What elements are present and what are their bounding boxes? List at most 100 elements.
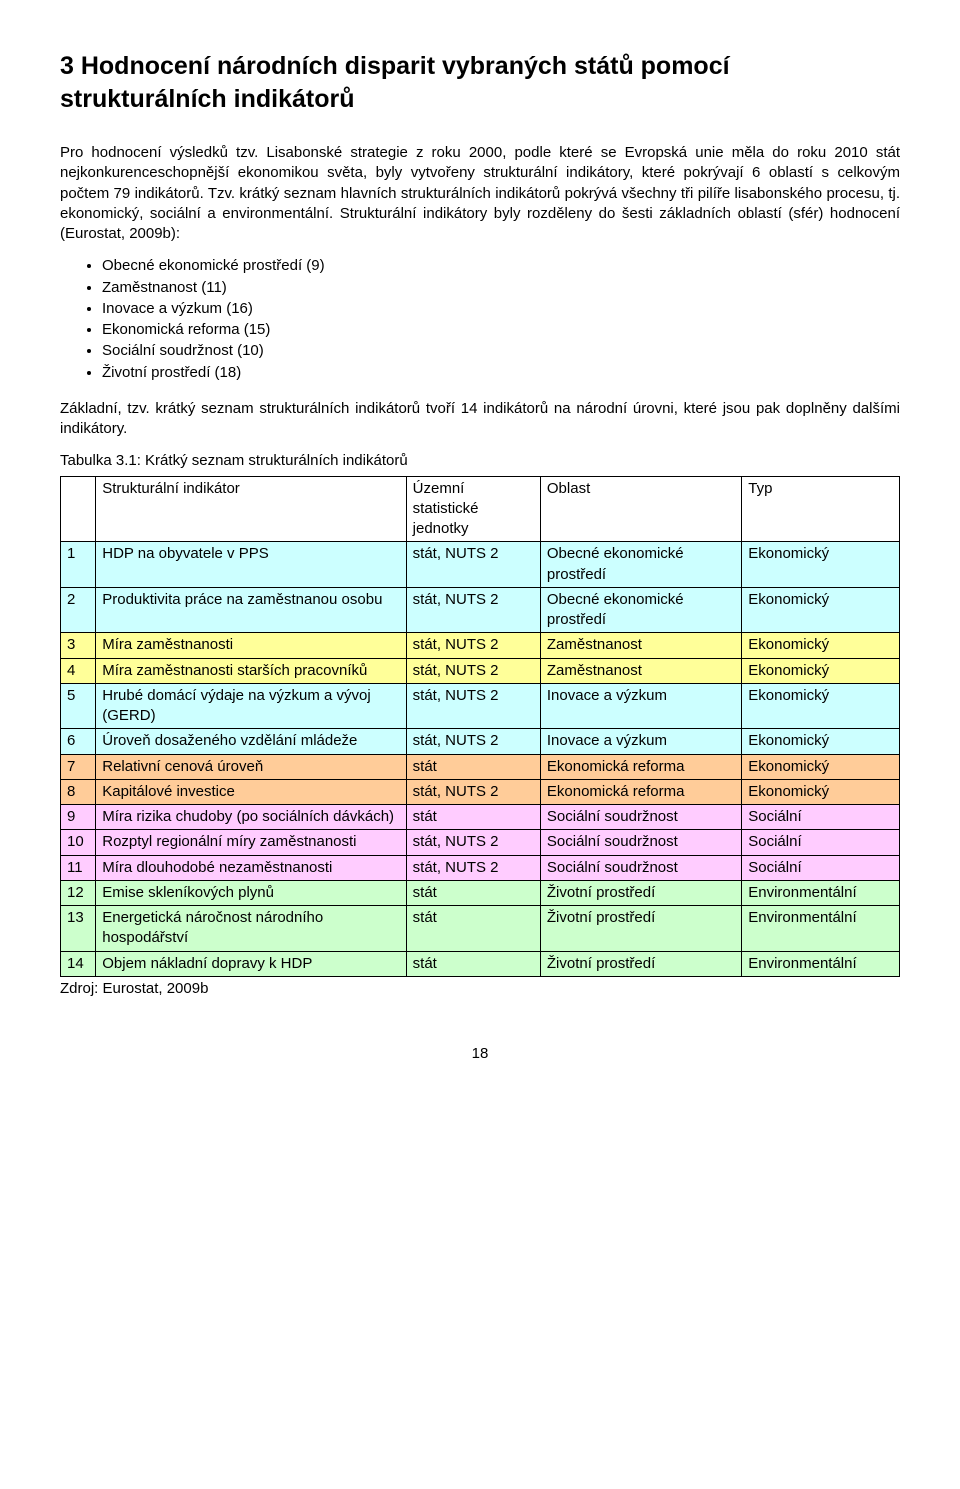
table-cell: stát, NUTS 2 [406, 658, 540, 683]
table-cell: 13 [61, 906, 96, 952]
table-cell: Sociální soudržnost [540, 830, 741, 855]
table-row: 4Míra zaměstnanosti starších pracovníkůs… [61, 658, 900, 683]
table-cell: stát [406, 805, 540, 830]
table-row: 8Kapitálové investicestát, NUTS 2Ekonomi… [61, 779, 900, 804]
table-cell: Úroveň dosaženého vzdělání mládeže [96, 729, 406, 754]
table-cell: stát [406, 906, 540, 952]
table-cell: Inovace a výzkum [540, 683, 741, 729]
table-cell: Míra zaměstnanosti [96, 633, 406, 658]
table-cell: 3 [61, 633, 96, 658]
table-cell: Rozptyl regionální míry zaměstnanosti [96, 830, 406, 855]
table-cell: 11 [61, 855, 96, 880]
table-cell: 14 [61, 951, 96, 976]
table-cell: Objem nákladní dopravy k HDP [96, 951, 406, 976]
table-cell: Životní prostředí [540, 880, 741, 905]
table-cell: Míra rizika chudoby (po sociálních dávká… [96, 805, 406, 830]
table-cell: 8 [61, 779, 96, 804]
table-cell: 1 [61, 542, 96, 588]
list-item: Sociální soudržnost (10) [102, 341, 900, 361]
table-cell: Ekonomický [742, 779, 900, 804]
indicators-table: Strukturální indikátor Územní statistick… [60, 476, 900, 977]
table-cell: 7 [61, 754, 96, 779]
table-cell: Inovace a výzkum [540, 729, 741, 754]
table-cell: Zaměstnanost [540, 633, 741, 658]
table-cell: Životní prostředí [540, 951, 741, 976]
table-cell: stát, NUTS 2 [406, 587, 540, 633]
table-cell: Zaměstnanost [540, 658, 741, 683]
table-cell: Ekonomická reforma [540, 754, 741, 779]
table-row: 11Míra dlouhodobé nezaměstnanostistát, N… [61, 855, 900, 880]
table-cell: stát, NUTS 2 [406, 633, 540, 658]
table-row: 14Objem nákladní dopravy k HDPstátŽivotn… [61, 951, 900, 976]
table-cell: stát, NUTS 2 [406, 683, 540, 729]
list-item: Obecné ekonomické prostředí (9) [102, 256, 900, 276]
table-cell: stát, NUTS 2 [406, 855, 540, 880]
table-cell: HDP na obyvatele v PPS [96, 542, 406, 588]
table-cell: 6 [61, 729, 96, 754]
table-cell: Ekonomická reforma [540, 779, 741, 804]
page-number: 18 [60, 1044, 900, 1064]
table-cell: 12 [61, 880, 96, 905]
table-row: 1HDP na obyvatele v PPSstát, NUTS 2Obecn… [61, 542, 900, 588]
col-indicator: Strukturální indikátor [96, 476, 406, 542]
list-item: Zaměstnanost (11) [102, 278, 900, 298]
table-cell: Relativní cenová úroveň [96, 754, 406, 779]
table-cell: Sociální soudržnost [540, 855, 741, 880]
table-cell: Sociální soudržnost [540, 805, 741, 830]
col-units: Územní statistické jednotky [406, 476, 540, 542]
intro-paragraph: Pro hodnocení výsledků tzv. Lisabonské s… [60, 143, 900, 244]
table-row: 7Relativní cenová úroveňstátEkonomická r… [61, 754, 900, 779]
table-source: Zdroj: Eurostat, 2009b [60, 979, 900, 999]
table-cell: Míra zaměstnanosti starších pracovníků [96, 658, 406, 683]
table-row: 9Míra rizika chudoby (po sociálních dávk… [61, 805, 900, 830]
spheres-list: Obecné ekonomické prostředí (9)Zaměstnan… [60, 256, 900, 383]
table-cell: Sociální [742, 855, 900, 880]
table-cell: stát, NUTS 2 [406, 779, 540, 804]
table-row: 6Úroveň dosaženého vzdělání mládežestát,… [61, 729, 900, 754]
table-header-row: Strukturální indikátor Územní statistick… [61, 476, 900, 542]
table-cell: stát [406, 951, 540, 976]
table-row: 12Emise skleníkových plynůstátŽivotní pr… [61, 880, 900, 905]
table-cell: stát [406, 880, 540, 905]
table-row: 3Míra zaměstnanostistát, NUTS 2Zaměstnan… [61, 633, 900, 658]
section-heading: 3 Hodnocení národních disparit vybraných… [60, 50, 900, 115]
table-row: 10Rozptyl regionální míry zaměstnanostis… [61, 830, 900, 855]
table-cell: Emise skleníkových plynů [96, 880, 406, 905]
table-cell: stát, NUTS 2 [406, 830, 540, 855]
table-cell: Energetická náročnost národního hospodář… [96, 906, 406, 952]
col-area: Oblast [540, 476, 741, 542]
table-cell: Obecné ekonomické prostředí [540, 542, 741, 588]
col-type: Typ [742, 476, 900, 542]
table-cell: Ekonomický [742, 683, 900, 729]
table-cell: Sociální [742, 830, 900, 855]
table-cell: Environmentální [742, 906, 900, 952]
table-cell: Ekonomický [742, 729, 900, 754]
table-cell: Ekonomický [742, 633, 900, 658]
table-cell: Ekonomický [742, 587, 900, 633]
list-item: Inovace a výzkum (16) [102, 299, 900, 319]
table-cell: 5 [61, 683, 96, 729]
table-cell: Sociální [742, 805, 900, 830]
table-cell: Míra dlouhodobé nezaměstnanosti [96, 855, 406, 880]
table-cell: Životní prostředí [540, 906, 741, 952]
table-cell: Ekonomický [742, 658, 900, 683]
table-cell: Hrubé domácí výdaje na výzkum a vývoj (G… [96, 683, 406, 729]
table-cell: Ekonomický [742, 542, 900, 588]
summary-paragraph: Základní, tzv. krátký seznam strukturáln… [60, 399, 900, 440]
list-item: Ekonomická reforma (15) [102, 320, 900, 340]
table-row: 13Energetická náročnost národního hospod… [61, 906, 900, 952]
table-cell: Ekonomický [742, 754, 900, 779]
list-item: Životní prostředí (18) [102, 363, 900, 383]
table-cell: Obecné ekonomické prostředí [540, 587, 741, 633]
table-cell: stát, NUTS 2 [406, 542, 540, 588]
col-number [61, 476, 96, 542]
table-row: 5Hrubé domácí výdaje na výzkum a vývoj (… [61, 683, 900, 729]
table-caption: Tabulka 3.1: Krátký seznam strukturálníc… [60, 451, 900, 471]
table-cell: 9 [61, 805, 96, 830]
table-cell: stát, NUTS 2 [406, 729, 540, 754]
table-cell: Environmentální [742, 951, 900, 976]
table-row: 2Produktivita práce na zaměstnanou osobu… [61, 587, 900, 633]
table-cell: Environmentální [742, 880, 900, 905]
table-cell: Kapitálové investice [96, 779, 406, 804]
table-cell: stát [406, 754, 540, 779]
